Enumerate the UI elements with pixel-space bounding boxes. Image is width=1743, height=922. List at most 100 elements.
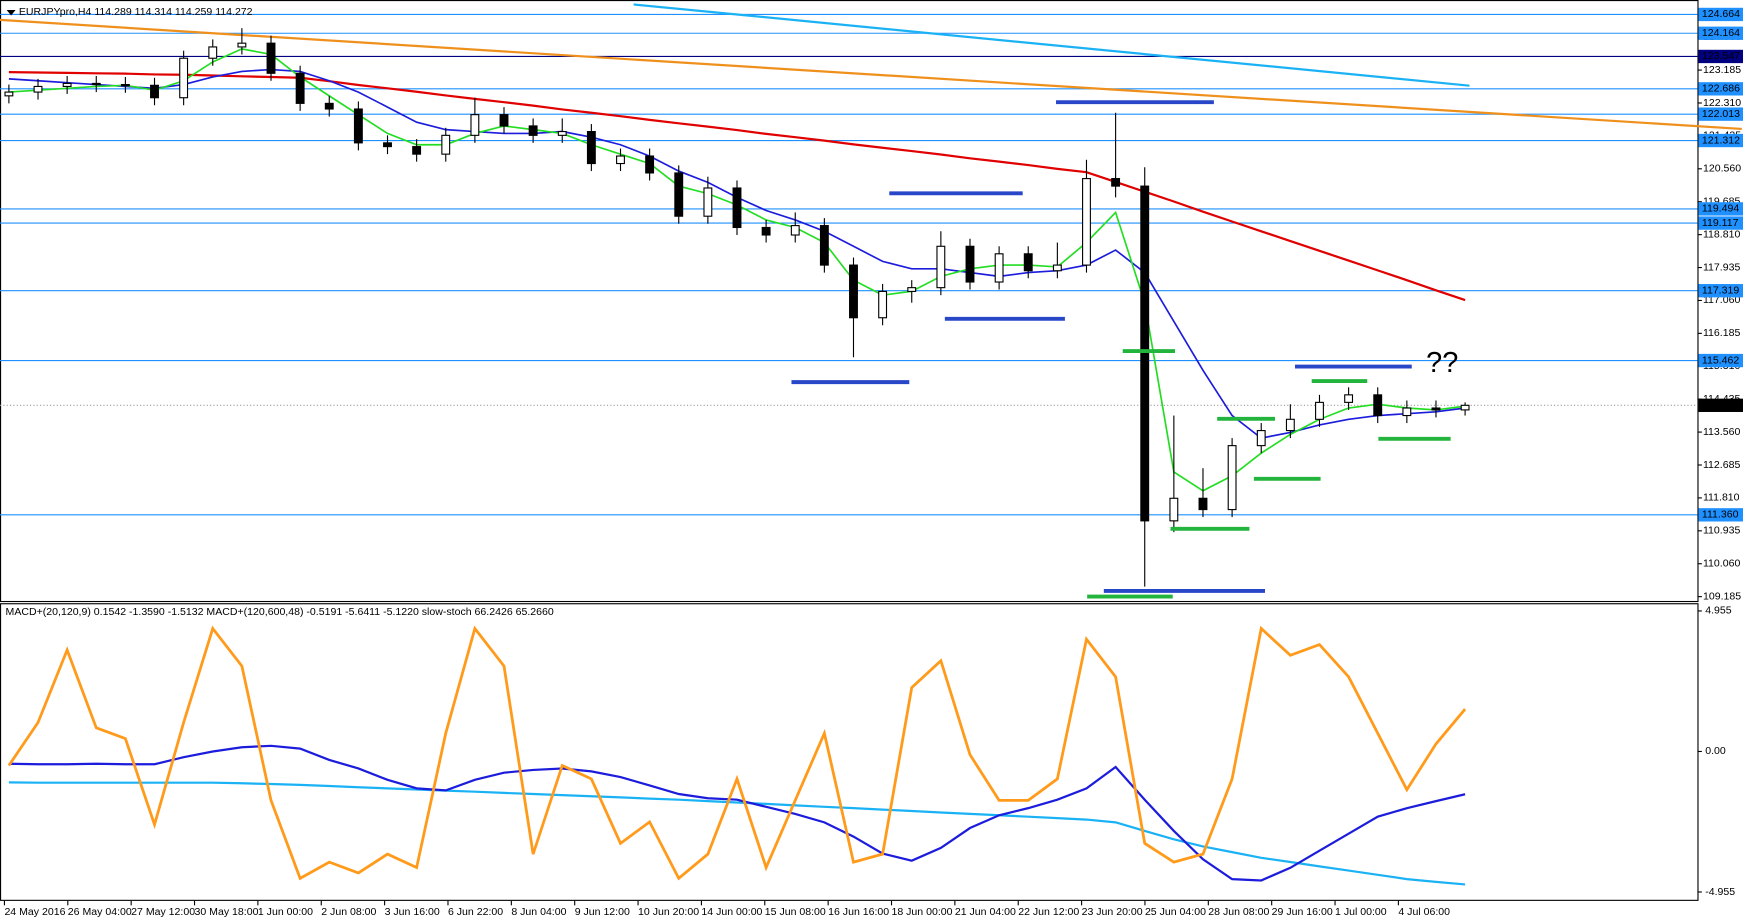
candle-body xyxy=(819,225,829,266)
price-level-box xyxy=(1698,216,1743,230)
y-tick-label: 118.810 xyxy=(1703,228,1740,240)
x-tick-label: 24 May 2016 xyxy=(4,906,65,918)
indicator-line xyxy=(8,781,1466,886)
x-tick-label: 23 Jun 20:00 xyxy=(1082,906,1143,918)
current-price-label: 114.272 xyxy=(1702,399,1739,411)
candle-body xyxy=(470,114,480,136)
y-tick-label: 120.560 xyxy=(1703,163,1741,175)
y-tick-label: -4.955 xyxy=(1705,886,1735,898)
candle-body xyxy=(412,146,422,155)
y-tick-label: 112.685 xyxy=(1703,459,1740,471)
price-level-box xyxy=(1698,82,1743,96)
candle-body xyxy=(645,155,655,174)
candle-body xyxy=(965,245,975,283)
candle-body xyxy=(936,245,946,289)
x-tick-label: 8 Jun 04:00 xyxy=(511,906,566,918)
candle-body xyxy=(1111,178,1121,187)
price-level-label: 119.494 xyxy=(1702,203,1739,215)
candle-body xyxy=(237,42,247,48)
price-level-box xyxy=(1698,133,1743,148)
candle-body xyxy=(208,46,218,59)
candle-body xyxy=(1344,394,1354,403)
x-tick-label: 14 Jun 00:00 xyxy=(701,906,762,918)
x-tick-label: 15 Jun 08:00 xyxy=(765,906,826,918)
candle-body xyxy=(1460,404,1470,411)
candle-body xyxy=(1227,445,1237,511)
candle-body xyxy=(1082,178,1091,266)
candle-body xyxy=(878,290,888,319)
price-level-box xyxy=(1698,49,1743,64)
y-tick-label: 111.810 xyxy=(1703,492,1740,504)
candle-body xyxy=(295,72,305,104)
x-tick-label: 10 Jun 20:00 xyxy=(638,906,699,918)
x-tick-label: 26 May 04:00 xyxy=(68,906,132,918)
indicator-line xyxy=(8,744,1466,882)
chart-title: EURJPYpro,H4 114.289 114.314 114.259 114… xyxy=(19,6,253,18)
candle-body xyxy=(761,226,771,236)
y-tick-label: 4.955 xyxy=(1705,605,1732,617)
candle-body xyxy=(1373,394,1383,417)
candle-body xyxy=(1198,497,1208,511)
candle-body xyxy=(1285,418,1295,432)
y-tick-label: 110.060 xyxy=(1703,558,1740,570)
candle-body xyxy=(1402,407,1412,417)
price-level-box xyxy=(1698,107,1743,121)
price-level-label: 121.312 xyxy=(1702,134,1740,146)
candle-body xyxy=(790,225,800,236)
candle-body xyxy=(1140,185,1150,522)
price-level-label: 122.686 xyxy=(1702,83,1740,95)
candle-body xyxy=(91,82,101,86)
x-tick-label: 4 Jul 06:00 xyxy=(1398,906,1450,918)
trendline xyxy=(0,18,1742,131)
candle-body xyxy=(1052,264,1062,272)
x-tick-label: 21 Jun 04:00 xyxy=(955,906,1016,918)
candle-body xyxy=(528,125,538,136)
user-drawings xyxy=(791,100,1451,599)
candle-body xyxy=(1256,430,1266,447)
x-tick-label: 16 Jun 16:00 xyxy=(828,906,889,918)
x-tick-label: 1 Jul 00:00 xyxy=(1335,906,1387,918)
x-tick-label: 1 Jun 00:00 xyxy=(258,906,313,918)
x-tick-label: 29 Jun 16:00 xyxy=(1272,906,1333,918)
price-level-box xyxy=(1698,508,1743,522)
y-tick-label: 122.310 xyxy=(1703,97,1741,109)
candle-body xyxy=(732,187,742,229)
plot-layer xyxy=(0,3,1742,886)
price-level-label: 117.319 xyxy=(1702,284,1739,296)
price-level-box xyxy=(1698,284,1743,298)
candle-body xyxy=(994,253,1004,283)
x-tick-label: 3 Jun 16:00 xyxy=(385,906,440,918)
candle-body xyxy=(616,155,625,165)
price-level-label: 124.664 xyxy=(1702,8,1740,20)
price-level-label: 122.013 xyxy=(1702,108,1740,120)
menu-triangle[interactable] xyxy=(6,9,16,16)
candle-body xyxy=(1169,497,1179,522)
y-tick-label: 123.185 xyxy=(1703,64,1741,76)
y-tick-label: 119.685 xyxy=(1703,196,1740,208)
candle-body xyxy=(120,84,130,87)
moving-average xyxy=(8,70,1466,302)
price-level-box xyxy=(1698,202,1743,216)
candle-body xyxy=(557,131,567,136)
x-tick-label: 30 May 18:00 xyxy=(195,906,259,918)
y-tick-label: 110.935 xyxy=(1703,525,1740,537)
annotation: ?? xyxy=(1426,347,1458,379)
x-tick-label: 22 Jun 12:00 xyxy=(1018,906,1079,918)
y-tick-label: 117.935 xyxy=(1703,261,1740,273)
x-tick-label: 28 Jun 08:00 xyxy=(1208,906,1269,918)
y-tick-label: 109.185 xyxy=(1703,590,1741,602)
candle-body xyxy=(33,85,43,93)
candle-body xyxy=(586,131,596,165)
candle-body xyxy=(266,42,276,74)
candle-body xyxy=(353,108,363,144)
y-tick-label: 117.060 xyxy=(1703,294,1740,306)
indicator-line xyxy=(7,625,1467,881)
candle-body xyxy=(1431,407,1441,411)
x-tick-label: 25 Jun 04:00 xyxy=(1145,906,1206,918)
candle-body xyxy=(674,172,684,217)
candle-body xyxy=(150,84,159,99)
candle-body xyxy=(179,57,189,99)
x-tick-label: 18 Jun 00:00 xyxy=(892,906,953,918)
